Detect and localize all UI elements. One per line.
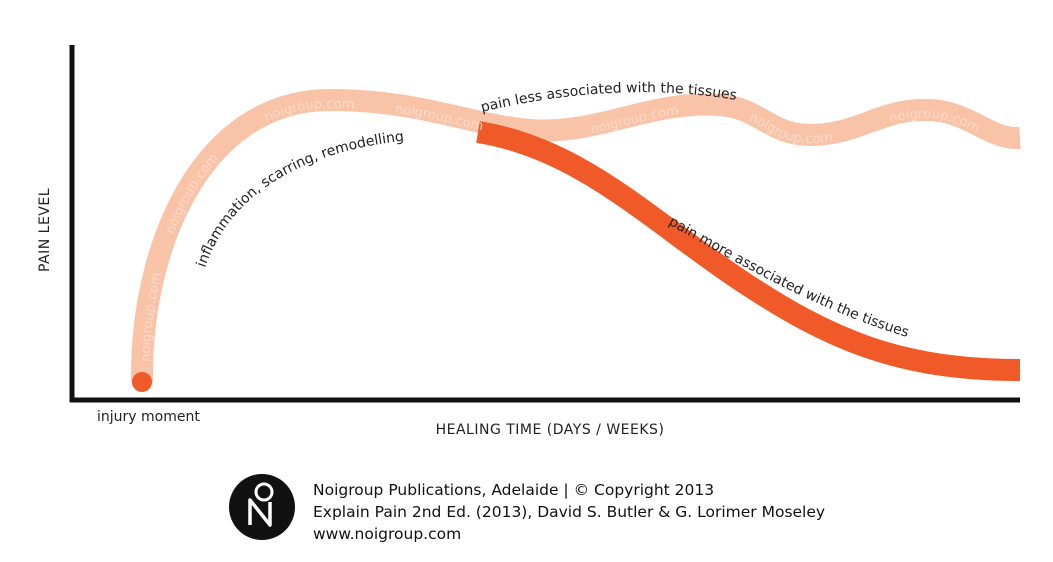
y-axis-label: PAIN LEVEL <box>37 188 53 272</box>
upper-curve <box>142 100 1020 382</box>
lower-curve <box>476 121 1021 381</box>
footer-line: www.noigroup.com <box>313 525 461 543</box>
footer-line: Noigroup Publications, Adelaide | © Copy… <box>313 481 714 499</box>
footer-line: Explain Pain 2nd Ed. (2013), David S. Bu… <box>313 503 825 521</box>
logo <box>229 474 295 540</box>
injury-dot <box>132 372 152 392</box>
annotation: injury moment <box>97 409 200 425</box>
x-axis-label: HEALING TIME (DAYS / WEEKS) <box>436 422 665 438</box>
